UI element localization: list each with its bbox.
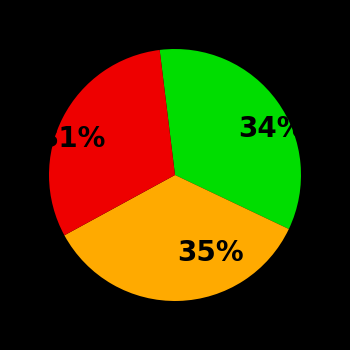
Wedge shape [160, 49, 301, 229]
Wedge shape [49, 50, 175, 235]
Text: 31%: 31% [39, 125, 105, 153]
Text: 35%: 35% [177, 239, 244, 267]
Wedge shape [64, 175, 289, 301]
Text: 34%: 34% [238, 115, 305, 143]
